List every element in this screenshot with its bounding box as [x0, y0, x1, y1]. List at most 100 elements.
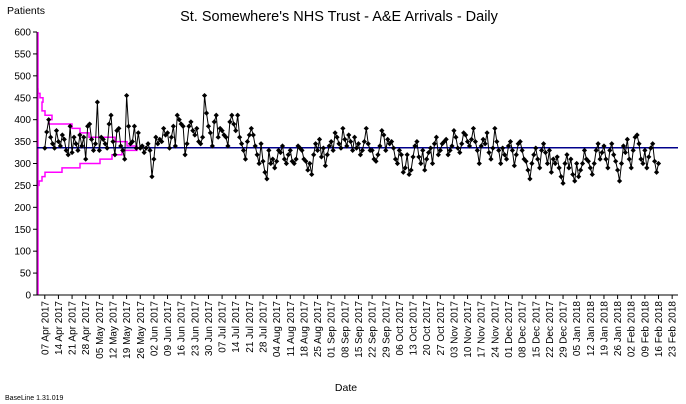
data-point [143, 145, 149, 151]
y-tick-label: 500 [14, 71, 31, 82]
data-point [83, 156, 89, 162]
data-point [340, 125, 346, 132]
data-point [451, 128, 457, 134]
y-tick-label: 0 [25, 291, 31, 302]
data-point [55, 138, 62, 145]
data-point [509, 147, 515, 153]
data-point [227, 119, 233, 125]
data-point [400, 169, 406, 175]
data-point [507, 138, 514, 145]
data-point [110, 138, 116, 145]
x-tick-label: 24 Nov 2017 [490, 301, 501, 358]
data-point [318, 154, 325, 160]
chart-title: St. Somewhere's NHS Trust - A&E Arrivals… [180, 9, 499, 25]
x-tick-label: 25 Aug 2017 [313, 301, 324, 358]
data-point [334, 134, 340, 140]
data-point [51, 145, 58, 151]
x-tick-label: 23 Feb 2018 [668, 301, 679, 358]
x-tick-label: 19 May 2017 [122, 301, 133, 359]
data-point [546, 147, 553, 153]
x-tick-label: 19 Jan 2018 [599, 301, 610, 356]
data-point [539, 147, 545, 153]
data-point [260, 158, 266, 164]
data-point [124, 92, 130, 99]
x-tick-label: 28 Apr 2017 [81, 301, 92, 355]
x-tick-label: 13 Oct 2017 [409, 301, 420, 356]
data-point [283, 160, 289, 167]
data-point [112, 152, 118, 158]
data-point [293, 156, 299, 162]
data-point [240, 147, 247, 153]
data-point [562, 160, 568, 167]
data-point [416, 154, 422, 160]
data-point [422, 167, 428, 173]
data-point [636, 141, 642, 147]
x-tick-label: 28 Jul 2017 [259, 301, 270, 353]
data-point [420, 147, 426, 153]
data-point [151, 156, 157, 162]
x-tick-label: 06 Oct 2017 [395, 301, 406, 356]
data-point [342, 136, 348, 142]
x-tick-label: 08 Dec 2017 [518, 301, 529, 358]
x-tick-label: 18 Aug 2017 [299, 301, 310, 358]
data-point [513, 152, 519, 158]
x-tick-label: 03 Nov 2017 [449, 301, 460, 358]
data-point [599, 149, 605, 156]
data-point [299, 147, 305, 153]
data-point [262, 169, 268, 175]
data-point [587, 165, 593, 171]
data-point [593, 147, 599, 153]
data-point [381, 132, 387, 138]
data-point [482, 141, 488, 147]
data-point [77, 132, 83, 138]
data-point [233, 128, 239, 134]
x-axis-label: Date [335, 382, 357, 394]
data-point [314, 147, 321, 153]
data-point [242, 156, 249, 162]
data-point [572, 178, 578, 184]
data-point [229, 112, 235, 118]
data-point [180, 123, 186, 129]
data-point [254, 152, 260, 158]
data-point [634, 132, 640, 138]
data-point [203, 110, 210, 116]
data-point [480, 136, 486, 142]
data-point [274, 158, 280, 164]
data-point [550, 156, 556, 162]
data-point [205, 123, 212, 129]
data-point [468, 136, 475, 142]
data-point [235, 112, 241, 118]
data-point [463, 132, 469, 138]
data-point [406, 171, 412, 178]
data-point [579, 160, 586, 167]
data-point [336, 141, 342, 147]
data-point [238, 141, 245, 147]
x-tick-label: 22 Dec 2017 [545, 301, 556, 358]
data-point [332, 130, 338, 136]
data-point [443, 136, 449, 142]
data-point [139, 143, 145, 149]
data-point [174, 112, 180, 118]
data-point [53, 128, 60, 134]
series-line [44, 95, 660, 184]
data-point [375, 152, 381, 158]
data-point [147, 147, 153, 153]
data-point [268, 160, 274, 167]
data-point [81, 134, 87, 140]
footer-version: BaseLine 1.31.019 [5, 395, 63, 402]
data-point [198, 141, 204, 147]
y-tick-label: 250 [14, 181, 31, 192]
data-point [470, 125, 477, 132]
data-point [388, 138, 395, 145]
x-tick-label: 29 Dec 2017 [559, 301, 570, 358]
data-point [63, 147, 69, 153]
x-tick-label: 14 Jul 2017 [231, 301, 242, 353]
x-tick-label: 20 Oct 2017 [422, 301, 433, 356]
data-point [511, 163, 517, 169]
data-point [322, 163, 328, 169]
y-tick-label: 450 [14, 93, 31, 104]
data-point [201, 92, 208, 99]
data-point [466, 143, 473, 149]
data-point [272, 165, 278, 171]
data-point [44, 129, 50, 135]
